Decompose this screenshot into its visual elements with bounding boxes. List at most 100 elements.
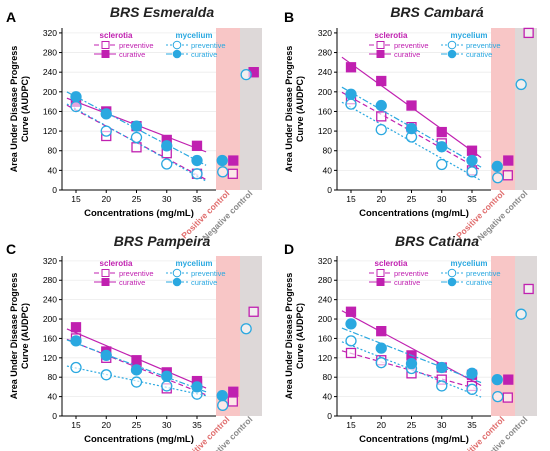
data-point: [375, 99, 387, 112]
x-tick-label: 15: [71, 194, 81, 204]
y-tick-label: 240: [43, 295, 57, 305]
data-point: [375, 342, 387, 354]
legend-label: preventive: [119, 41, 154, 50]
y-tick-label: 0: [327, 411, 332, 421]
y-tick-label: 0: [52, 411, 57, 421]
data-point: [376, 75, 387, 87]
legend-label: curative: [191, 50, 217, 59]
positive-control-band: [216, 28, 240, 190]
negative-control-point: [515, 308, 527, 320]
y-tick-label: 280: [43, 48, 57, 58]
data-point: [130, 120, 143, 132]
positive-control-point: [503, 374, 514, 385]
y-tick-label: 320: [318, 256, 332, 266]
regression-line: [66, 104, 207, 181]
x-tick-label: 20: [102, 194, 112, 204]
x-tick-label: 25: [132, 420, 142, 430]
legend-label: curative: [394, 50, 420, 59]
x-tick-label: 15: [71, 420, 81, 430]
data-point: [130, 376, 143, 388]
legend-marker: [376, 41, 385, 49]
y-axis-label-line: Area Under Disease Progress: [284, 273, 294, 400]
legend-marker: [447, 49, 457, 59]
positive-control-point: [492, 390, 504, 403]
y-tick-label: 160: [318, 106, 332, 116]
x-axis-label: Concentrations (mg/mL): [84, 434, 194, 445]
y-axis-label-line: Curve (AUDPC): [20, 303, 30, 369]
x-tick-label: 30: [162, 420, 172, 430]
y-tick-label: 280: [43, 275, 57, 285]
regression-line: [66, 103, 207, 182]
data-point: [406, 100, 417, 111]
data-point: [436, 361, 448, 374]
legend-marker: [447, 40, 457, 50]
legend-marker: [376, 50, 385, 58]
x-tick-label: 35: [192, 420, 202, 430]
regression-line: [341, 101, 482, 182]
panel-C: 0 40 80 120 160 200 240 280 320 15 20 25 30 35 C BRS Pa…: [6, 233, 262, 451]
panel-B: 0 40 80 120 160 200 240 280 320 15 20 25 30 35 B BRS Ca…: [284, 4, 537, 243]
data-point: [191, 154, 203, 167]
data-point: [345, 335, 357, 347]
data-point: [100, 349, 112, 362]
data-point: [131, 355, 142, 366]
data-point: [161, 380, 173, 392]
data-point: [191, 381, 203, 393]
panel-title: BRS Catiana: [395, 233, 479, 249]
legend-title-sclerotia: sclerotia: [100, 259, 133, 268]
y-tick-label: 320: [318, 28, 332, 38]
legend-marker: [447, 277, 457, 287]
data-point: [161, 140, 173, 152]
y-tick-label: 320: [43, 256, 57, 266]
legend-marker: [172, 40, 182, 50]
legend-marker: [101, 50, 110, 58]
data-point: [70, 322, 82, 333]
y-axis-label: Area Under Disease ProgressCurve (AUDPC): [284, 273, 305, 400]
y-tick-label: 240: [318, 67, 332, 77]
negative-control-band: [515, 256, 537, 416]
positive-control-point: [503, 155, 514, 166]
data-point: [375, 123, 387, 136]
negative-control-band: [240, 256, 262, 416]
positive-control-point: [216, 154, 228, 167]
data-point: [376, 111, 387, 122]
x-axis-label: Concentrations (mg/mL): [359, 434, 469, 445]
legend-marker: [172, 277, 182, 287]
data-point: [436, 141, 448, 153]
regression-line: [341, 327, 482, 384]
legend-marker: [101, 278, 110, 286]
data-point: [161, 158, 173, 170]
data-point: [130, 131, 143, 144]
legend-label: preventive: [191, 269, 226, 278]
y-tick-label: 0: [52, 185, 57, 195]
legend-marker: [101, 41, 110, 49]
legend-title-mycelium: mycelium: [451, 259, 488, 268]
y-tick-label: 200: [43, 314, 57, 324]
data-point: [70, 335, 82, 347]
panel-letter: A: [6, 9, 16, 25]
data-point: [466, 145, 478, 156]
panel-A: 0 40 80 120 160 200 240 280 320 15 20 25 30 35 A BRS Es…: [6, 4, 262, 243]
x-tick-label: 20: [377, 420, 387, 430]
data-point: [70, 91, 82, 103]
x-axis-label: Concentrations (mg/mL): [359, 208, 469, 219]
regression-line: [66, 91, 207, 166]
panel-title: BRS Cambará: [390, 4, 484, 20]
regression-line: [341, 91, 482, 171]
data-point: [466, 367, 478, 379]
legend-marker: [447, 268, 457, 278]
y-tick-label: 120: [318, 353, 332, 363]
data-point: [436, 380, 448, 392]
legend-title-sclerotia: sclerotia: [100, 31, 133, 40]
panel-letter: B: [284, 9, 294, 25]
positive-control-point: [492, 172, 504, 184]
negative-control-point: [240, 323, 252, 335]
legend-label: curative: [466, 278, 492, 287]
negative-control-band: [515, 28, 537, 190]
y-tick-label: 200: [318, 87, 332, 97]
x-tick-label: 20: [102, 420, 112, 430]
regression-line: [341, 341, 482, 398]
y-axis-label: Area Under Disease ProgressCurve (AUDPC): [9, 273, 30, 400]
y-tick-label: 160: [43, 333, 57, 343]
